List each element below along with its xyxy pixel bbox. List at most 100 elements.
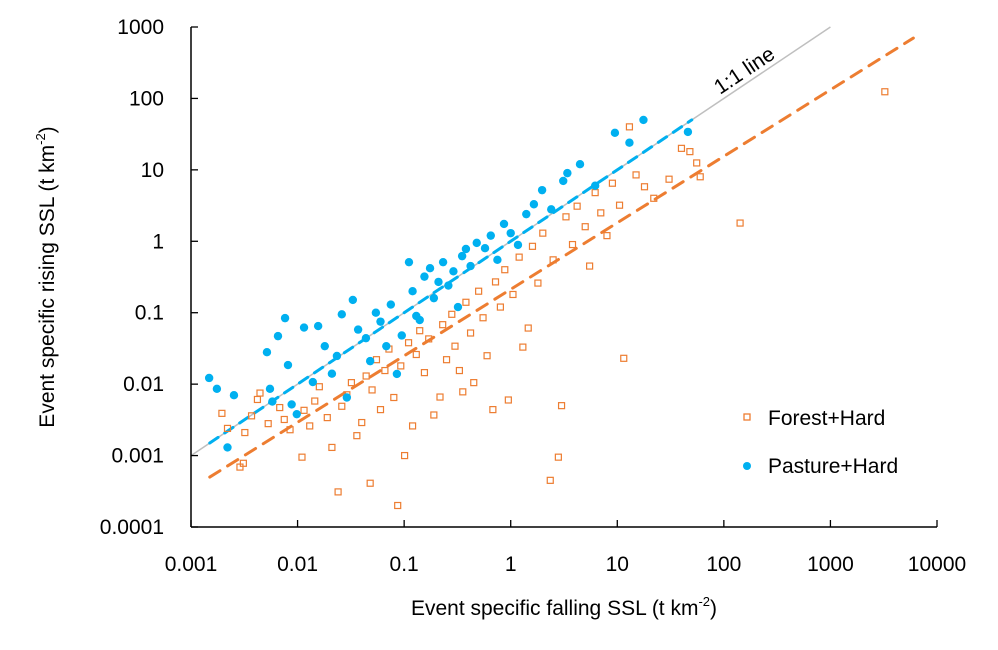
x-tick-label: 1 <box>505 553 517 576</box>
data-point <box>522 209 531 219</box>
data-point <box>486 231 495 240</box>
data-point <box>425 263 435 273</box>
data-point <box>286 426 294 434</box>
data-point <box>218 409 226 417</box>
data-point <box>479 314 487 322</box>
data-point <box>376 317 385 326</box>
data-point <box>528 242 537 250</box>
data-point <box>320 341 329 351</box>
data-point <box>665 175 673 183</box>
data-point <box>397 362 405 370</box>
series-pasture-hard <box>204 115 693 452</box>
axes <box>190 26 938 528</box>
y-tick-label: 0.0001 <box>100 516 164 539</box>
data-point <box>265 384 275 394</box>
data-point <box>332 351 342 361</box>
data-point <box>386 300 396 309</box>
data-point <box>519 343 527 351</box>
data-point <box>483 352 491 360</box>
data-point <box>501 266 509 274</box>
x-tick-label: 100 <box>706 553 741 576</box>
y-tick-label: 10 <box>141 159 164 182</box>
data-point <box>557 402 566 410</box>
data-point <box>358 418 366 427</box>
data-point <box>547 205 556 214</box>
data-point <box>591 189 599 197</box>
data-point <box>683 127 693 137</box>
data-point <box>461 244 471 254</box>
data-point <box>590 181 600 190</box>
data-point <box>608 179 617 187</box>
data-point <box>677 144 686 152</box>
data-point <box>365 356 375 366</box>
data-point <box>313 321 323 331</box>
data-point <box>625 138 634 147</box>
data-point <box>625 123 634 131</box>
data-point <box>693 159 701 167</box>
data-point <box>408 422 417 430</box>
data-point <box>404 339 413 347</box>
legend-label-forest-hard: Forest+Hard <box>768 407 885 430</box>
data-point <box>559 176 568 186</box>
y-tick-label: 0.001 <box>111 445 164 468</box>
data-point <box>537 185 547 195</box>
data-point <box>253 395 262 404</box>
x-tick-label: 1000 <box>807 553 854 576</box>
data-point <box>416 327 424 335</box>
one-to-one-line-label: 1:1 line <box>710 42 779 99</box>
data-point <box>610 128 620 138</box>
data-point <box>575 160 585 169</box>
data-point <box>615 201 624 209</box>
data-point <box>338 402 346 410</box>
data-point <box>371 308 381 317</box>
data-point <box>337 310 346 319</box>
data-point <box>475 287 483 295</box>
trendline-pasture-hard <box>208 118 694 445</box>
data-point <box>513 240 523 250</box>
data-point <box>223 443 232 452</box>
data-point <box>280 313 290 323</box>
data-point <box>376 406 385 414</box>
data-point <box>239 459 247 467</box>
x-tick-label: 0.01 <box>277 553 318 576</box>
data-point <box>306 422 314 430</box>
data-point <box>563 168 572 178</box>
y-tick-label: 100 <box>129 87 164 110</box>
data-point <box>300 406 308 414</box>
data-point <box>554 453 562 461</box>
data-point <box>539 229 547 237</box>
y-tick-label: 1000 <box>117 16 164 39</box>
y-tick-label: 1 <box>152 230 164 253</box>
data-point <box>361 333 371 343</box>
data-point <box>499 219 509 229</box>
data-point <box>299 323 309 332</box>
data-point <box>529 200 539 209</box>
data-point <box>881 88 889 96</box>
data-point <box>264 420 272 428</box>
y-axis-title: Event specific rising SSL (t km-2) <box>33 126 59 427</box>
data-point <box>430 411 438 419</box>
data-point <box>436 393 444 401</box>
data-point <box>308 377 318 387</box>
data-point <box>229 391 239 400</box>
data-point <box>586 262 594 270</box>
data-point <box>573 202 581 210</box>
x-tick-label: 0.001 <box>165 553 218 576</box>
x-tick-label: 10 <box>606 553 629 576</box>
y-tick-label: 0.01 <box>123 373 164 396</box>
data-point <box>353 325 363 334</box>
data-point <box>425 335 433 343</box>
data-point <box>686 148 694 156</box>
data-point <box>372 356 381 364</box>
data-point <box>415 315 424 325</box>
data-point <box>466 329 475 337</box>
data-point <box>736 219 744 227</box>
x-tick-label: 10000 <box>908 553 966 576</box>
data-point <box>472 238 481 248</box>
data-point <box>241 428 249 437</box>
data-point <box>353 432 361 440</box>
data-point <box>420 272 429 281</box>
data-point <box>470 379 478 387</box>
data-point <box>504 396 512 404</box>
